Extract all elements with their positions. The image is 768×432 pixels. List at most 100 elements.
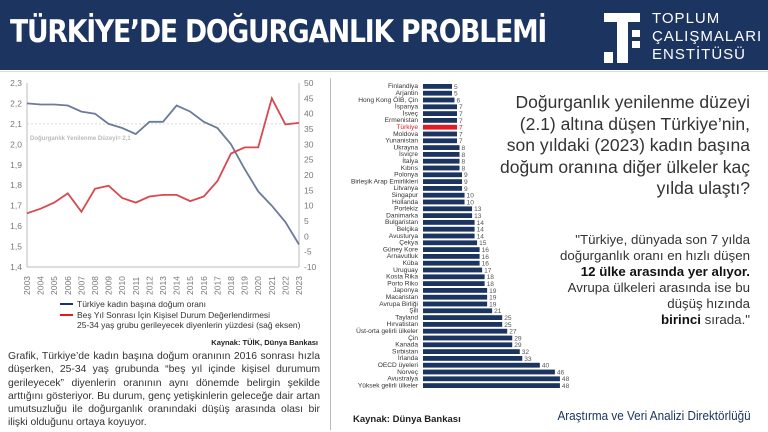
- bar-label: Bulgaristan: [385, 219, 418, 226]
- left-tick-label: 1,4: [10, 262, 22, 272]
- bar: [423, 199, 465, 205]
- bar-value: 9: [464, 186, 468, 193]
- institute-logo-text: TOPLUM ÇALIŞMALARI ENSTİTÜSÜ: [652, 10, 762, 64]
- quote-part: sırada.": [704, 312, 750, 327]
- bar-value: 9: [464, 172, 468, 179]
- bar-value: 8: [462, 152, 466, 159]
- bar-label: Arjantin: [396, 90, 419, 97]
- logo-line: ÇALIŞMALARI: [652, 28, 763, 45]
- bar: [423, 315, 503, 320]
- bar-label: Küba: [403, 260, 419, 267]
- bar-value: 33: [524, 356, 532, 363]
- bar-label: Litvanya: [393, 185, 418, 192]
- bar-label: Çekya: [399, 240, 418, 247]
- right-tick-label: -5: [304, 247, 312, 257]
- bar-value: 40: [542, 363, 550, 370]
- bar-label: Moldova: [393, 131, 418, 138]
- bar-value: 5: [454, 91, 458, 98]
- x-tick-label: 2007: [76, 276, 86, 295]
- bar-value: 19: [489, 301, 497, 308]
- bar-label: Yüksek gelirli ülkeler: [358, 382, 419, 389]
- bar: [423, 226, 475, 232]
- legend-label-line2: 25-34 yaş grubu gerileyecek diyenlerin y…: [77, 320, 301, 330]
- right-tick-label: 35: [304, 124, 314, 134]
- x-tick-label: 2018: [226, 276, 236, 295]
- bar: [423, 281, 485, 286]
- x-tick-label: 2004: [36, 276, 46, 295]
- bar-value: 9: [464, 179, 468, 186]
- bar-label: Ukrayna: [393, 144, 418, 151]
- bar-value: 16: [482, 254, 490, 261]
- bar: [423, 172, 463, 178]
- bar-label: Çin: [408, 335, 418, 342]
- bar-label: Üst-orta gelirli ülkeler: [356, 327, 419, 335]
- bar: [423, 308, 493, 314]
- legend-item-fertility: Türkiye kadın başına doğum oranı: [60, 299, 300, 309]
- logo-line: TOPLUM: [652, 10, 721, 27]
- bar: [423, 254, 480, 259]
- bar-value: 19: [489, 288, 497, 295]
- bar: [423, 104, 458, 110]
- bar-value: 7: [459, 111, 463, 118]
- bar: [423, 131, 458, 137]
- bar-value: 48: [562, 383, 570, 390]
- bar-label: Sırbistan: [392, 348, 418, 355]
- divider: [330, 78, 331, 430]
- bar: [423, 274, 485, 280]
- left-tick-label: 1,8: [10, 180, 22, 190]
- bar: [423, 267, 483, 273]
- bar-value: 7: [459, 131, 463, 138]
- legend-label-line1: Beş Yıl Sonrası İçin Kişisel Durum Değer…: [77, 310, 271, 320]
- bar-label: Kıbrıs: [401, 165, 419, 172]
- bar: [423, 362, 540, 368]
- quote-part: "Türkiye, dünyada son 7 yılda doğurganlı…: [560, 232, 750, 263]
- bar-label: Yunanistan: [385, 138, 418, 145]
- bar-label: Kanada: [395, 342, 418, 349]
- bar-value: 8: [462, 165, 466, 172]
- bar-label: Japonya: [393, 287, 418, 294]
- x-tick-label: 2019: [240, 276, 250, 295]
- bar: [423, 301, 488, 307]
- x-tick-label: 2011: [131, 276, 141, 295]
- bar: [423, 288, 488, 293]
- bar: [423, 260, 480, 266]
- description-paragraph: Grafik, Türkiye’de kadın başına doğum or…: [8, 351, 320, 429]
- x-tick-label: 2009: [104, 276, 114, 295]
- bar-label: Kosta Rika: [386, 274, 418, 281]
- bar-label: Türkiye: [396, 124, 418, 131]
- bar: [423, 124, 458, 130]
- institute-logo-icon: [604, 13, 640, 63]
- right-tick-label: 25: [304, 155, 314, 165]
- bar: [423, 206, 473, 212]
- reference-line-label: Doğurganlık Yenilenme Düzeyi= 2,1: [30, 136, 131, 142]
- right-tick-label: 15: [304, 185, 314, 195]
- bar-value: 25: [504, 315, 512, 322]
- bar-label: Hırvatistan: [386, 321, 418, 328]
- bar-value: 13: [474, 213, 482, 220]
- bar-value: 13: [474, 206, 482, 213]
- right-tick-label: 20: [304, 170, 314, 180]
- bar-label: Portekiz: [394, 206, 418, 213]
- bar-label: Şili: [409, 308, 418, 315]
- bar-value: 16: [482, 247, 490, 254]
- bar-label: İtalya: [402, 156, 418, 165]
- x-tick-label: 2010: [117, 276, 127, 295]
- right-tick-label: 50: [304, 78, 314, 88]
- x-tick-label: 2003: [22, 276, 32, 295]
- bar-value: 7: [459, 104, 463, 111]
- bar: [423, 356, 523, 361]
- x-tick-label: 2020: [253, 276, 263, 295]
- bar: [423, 322, 503, 327]
- x-tick-label: 2017: [212, 276, 222, 295]
- bar-value: 14: [477, 227, 485, 234]
- quote-part: Avrupa ülkeleri arasında ise bu düşüş hı…: [567, 280, 750, 311]
- chart-legend: Türkiye kadın başına doğum oranı Beş Yıl…: [60, 299, 300, 331]
- left-tick-label: 1,6: [10, 221, 22, 231]
- bar: [423, 383, 560, 388]
- bar: [423, 97, 455, 103]
- bar: [423, 192, 465, 198]
- bar-value: 5: [454, 84, 458, 91]
- bar: [423, 220, 475, 225]
- page-title: TÜRKİYE’DE DOĞURGANLIK PROBLEMİ: [10, 14, 547, 50]
- bar-value: 46: [557, 369, 565, 376]
